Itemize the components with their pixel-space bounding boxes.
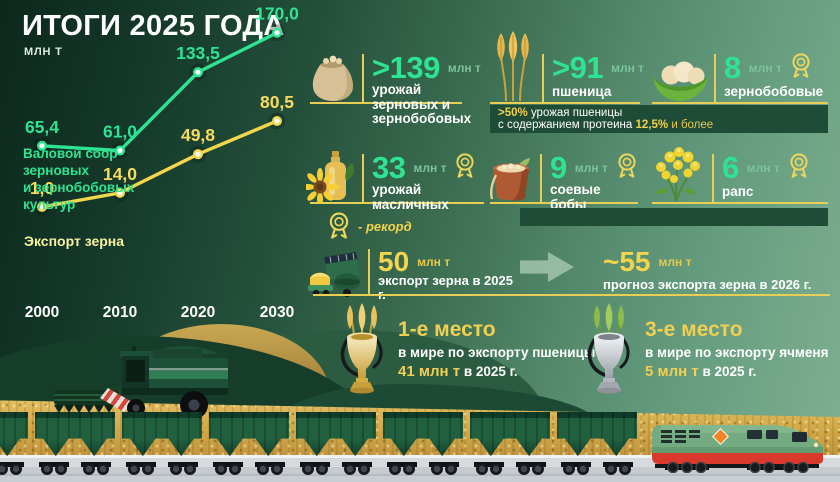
export-label: экспорт зерна в 2025 г. bbox=[378, 273, 513, 301]
stat-unit: млн т bbox=[574, 161, 608, 175]
chart-point-label: 65,4 bbox=[25, 117, 59, 137]
ranking-line: в мире по экспорту пшеницы bbox=[398, 345, 596, 360]
wheat-protein-note: >50% урожая пшеницы с содержанием протеи… bbox=[490, 105, 828, 133]
protein-text-1: урожая пшеницы bbox=[530, 107, 623, 119]
soybean-pot-icon bbox=[490, 154, 540, 202]
stat-label: урожай масличных bbox=[372, 182, 449, 212]
chart-x-tick: 2030 bbox=[260, 304, 294, 321]
soybean-pod-icon bbox=[652, 54, 714, 102]
record-medal-icon bbox=[792, 53, 810, 78]
chart-point-label: 170,0 bbox=[255, 4, 299, 24]
forecast-unit: млн т bbox=[658, 255, 692, 269]
chart-point-label: 14,0 bbox=[103, 164, 137, 184]
record-legend-label: - рекорд bbox=[358, 218, 412, 234]
stat-card-wheat: >91 млн т пшеница bbox=[490, 31, 644, 104]
stat-value: >91 bbox=[552, 50, 604, 85]
page-title: ИТОГИ 2025 ГОДА bbox=[22, 10, 285, 42]
chart-point-label: 80,5 bbox=[260, 92, 294, 112]
protein-text-3: и более bbox=[671, 119, 714, 132]
rapeseed-icon bbox=[652, 147, 712, 202]
chart-x-tick: 2010 bbox=[103, 304, 137, 321]
protein-share: >50% bbox=[498, 107, 528, 119]
stat-unit: млн т bbox=[413, 161, 447, 175]
stat-label: зернобобовые bbox=[724, 83, 824, 99]
stat-unit: млн т bbox=[746, 161, 780, 175]
export-forecast-2026: ~55 млн т прогноз экспорта зерна в 2026 … bbox=[603, 246, 812, 293]
grain-loader-icon bbox=[308, 249, 368, 297]
silver-trophy-icon bbox=[587, 303, 630, 394]
locomotive-illustration bbox=[652, 425, 823, 473]
ranking-rest: в 2025 г. bbox=[463, 364, 518, 379]
yellow-divider-line bbox=[313, 294, 830, 296]
ranking-rest: в 2025 г. bbox=[702, 364, 757, 379]
protein-text-2: с содержанием протеина bbox=[498, 119, 633, 132]
grain-sack-icon bbox=[310, 54, 362, 102]
record-medal-icon bbox=[790, 153, 808, 178]
export-value: 50 bbox=[378, 246, 410, 277]
record-medal-icon bbox=[618, 153, 636, 178]
chart-legend-grain-export: Экспорт зерна bbox=[24, 233, 125, 249]
ranking-line: в мире по экспорту ячменя bbox=[645, 345, 829, 360]
stat-card-rapeseed: 6 млн т рапс bbox=[652, 147, 828, 204]
export-card-2025: 50 млн т экспорт зерна в 2025 г. bbox=[308, 246, 515, 301]
chart-point-label: 49,8 bbox=[181, 125, 215, 145]
chart-legend-gross-harvest: Валовой сбор зерновых и зернобобовых кул… bbox=[23, 146, 135, 212]
protein-value: 12,5% bbox=[635, 119, 669, 132]
stat-value: >139 bbox=[372, 50, 440, 85]
ranking-highlight: 5 млн т bbox=[645, 363, 699, 380]
units-note: МЛН Т bbox=[24, 46, 63, 58]
wheat-icon bbox=[490, 31, 542, 102]
stat-unit: млн т bbox=[447, 61, 481, 75]
stat-card-soybeans: 9 млн т соевые бобы bbox=[490, 150, 638, 211]
forecast-value: ~55 bbox=[603, 246, 651, 277]
forecast-arrow-icon bbox=[520, 252, 574, 282]
stat-label: урожай зерновых и зернобобовых bbox=[372, 82, 472, 126]
stat-label: рапс bbox=[722, 183, 754, 199]
stat-value: 8 bbox=[724, 50, 741, 85]
stat-card-grain-harvest: >139 млн т урожай зерновых и зернобобовы… bbox=[310, 50, 481, 125]
chart-x-tick: 2000 bbox=[25, 304, 59, 321]
record-legend: - рекорд bbox=[326, 211, 412, 241]
stat-value: 6 bbox=[722, 150, 739, 185]
sunflower-oil-icon bbox=[306, 151, 362, 203]
ranking-title: 3-е место bbox=[645, 318, 743, 341]
chart-point-label: 61,0 bbox=[103, 122, 137, 142]
stat-value: 33 bbox=[372, 150, 406, 185]
stat-card-pulses: 8 млн т зернобобовые bbox=[652, 50, 828, 104]
ranking-title: 1-е место bbox=[398, 318, 496, 341]
decorative-dark-band bbox=[520, 208, 828, 226]
ranking-highlight: 41 млн т bbox=[398, 363, 461, 380]
chart-x-tick: 2020 bbox=[181, 304, 215, 321]
stat-unit: млн т bbox=[611, 61, 645, 75]
chart-point-label: 1,0 bbox=[30, 178, 55, 198]
stat-value: 9 bbox=[550, 150, 567, 185]
combine-harvester-illustration bbox=[54, 346, 228, 419]
chart-point-label: 133,5 bbox=[176, 43, 220, 63]
ranking-barley-export: 3-е место в мире по экспорту ячменя 5 мл… bbox=[583, 303, 828, 395]
gold-trophy-icon bbox=[340, 303, 383, 394]
grain-harvest-export-chart: 65,4 61,0 133,5 170,0 1,0 14,0 49,8 80,5 2000 201… bbox=[25, 4, 299, 321]
record-medal-icon bbox=[329, 212, 349, 239]
stat-label: соевые бобы bbox=[550, 182, 601, 212]
export-unit: млн т bbox=[417, 255, 451, 269]
stat-label: пшеница bbox=[552, 83, 612, 99]
stat-card-oilseeds: 33 млн т урожай масличных bbox=[306, 150, 484, 211]
record-medal-icon bbox=[456, 153, 475, 178]
forecast-label: прогноз экспорта зерна в 2026 г. bbox=[603, 277, 812, 293]
stat-unit: млн т bbox=[748, 61, 782, 75]
ranking-wheat-export: 1-е место в мире по экспорту пшеницы 41 … bbox=[336, 303, 595, 395]
